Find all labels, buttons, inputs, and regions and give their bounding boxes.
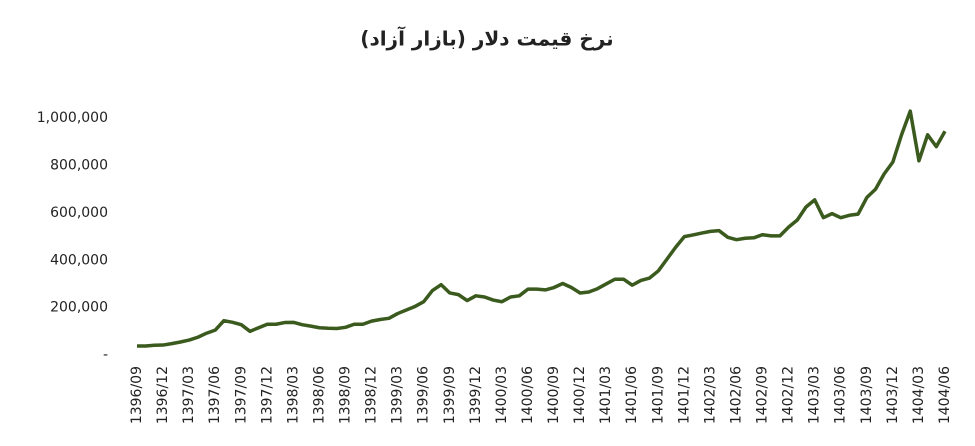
x-tick-label: 1404/03 (911, 366, 927, 424)
chart-title: نرخ قیمت دلار (بازار آزاد) (360, 26, 613, 51)
x-tick-label: 1403/09 (859, 366, 875, 424)
x-tick-label: 1396/12 (155, 366, 171, 424)
x-tick-label: 1399/03 (390, 366, 406, 424)
x-tick-label: 1397/09 (233, 366, 249, 424)
x-tick-label: 1398/09 (338, 366, 354, 424)
x-tick-label: 1397/06 (207, 366, 223, 424)
x-tick-label: 1402/03 (702, 366, 718, 424)
y-tick-label: - (103, 347, 108, 363)
x-tick-label: 1397/03 (181, 366, 197, 424)
y-tick-label: 200,000 (50, 300, 108, 316)
x-tick-label: 1401/06 (624, 366, 640, 424)
x-tick-label: 1402/06 (728, 366, 744, 424)
x-tick-label: 1399/09 (442, 366, 458, 424)
x-tick-label: 1401/09 (650, 366, 666, 424)
line (137, 109, 947, 348)
y-tick-label: 400,000 (50, 252, 108, 268)
x-tick-label: 1399/06 (416, 366, 432, 424)
x-tick-label: 1400/12 (572, 366, 588, 424)
x-tick-label: 1404/06 (937, 366, 953, 424)
x-tick-label: 1400/06 (520, 366, 536, 424)
y-tick-label: 800,000 (50, 158, 108, 174)
x-tick-label: 1403/12 (885, 366, 901, 424)
x-tick-label: 1398/12 (364, 366, 380, 424)
x-tick-label: 1396/09 (129, 366, 145, 424)
x-tick-label: 1403/03 (807, 366, 823, 424)
x-tick-label: 1397/12 (259, 366, 275, 424)
x-tick-label: 1402/12 (781, 366, 797, 424)
y-tick-label: 600,000 (50, 205, 108, 221)
x-tick-label: 1399/12 (468, 366, 484, 424)
y-tick-label: 1,000,000 (37, 110, 108, 126)
x-tick-label: 1398/03 (285, 366, 301, 424)
x-tick-label: 1400/03 (494, 366, 510, 424)
x-tick-label: 1402/09 (755, 366, 771, 424)
x-tick-label: 1400/09 (546, 366, 562, 424)
x-tick-label: 1401/03 (598, 366, 614, 424)
x-tick-label: 1401/12 (676, 366, 692, 424)
x-tick-label: 1403/06 (833, 366, 849, 424)
x-tick-label: 1398/06 (311, 366, 327, 424)
